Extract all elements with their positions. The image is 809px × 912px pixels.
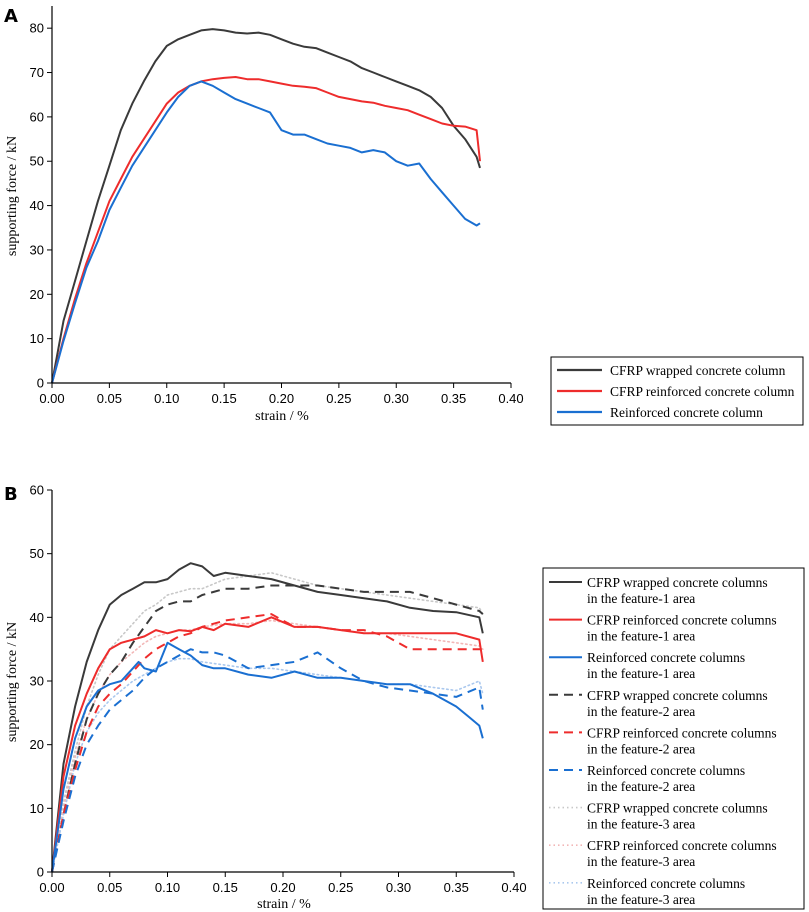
legend-a-label-reinforced: Reinforced concrete column	[610, 405, 763, 420]
legend-b-label-line2: in the feature-1 area	[587, 666, 695, 681]
x-tick-label: 0.00	[39, 391, 64, 406]
y-tick-label: 40	[30, 198, 44, 213]
y-tick-label: 0	[37, 376, 44, 391]
panel-a-label: A	[4, 6, 18, 27]
legend-b-label-line1: Reinforced concrete columns	[587, 650, 745, 665]
legend-a-label-cfrp-reinforced: CFRP reinforced concrete column	[610, 384, 795, 399]
y-tick-label: 70	[30, 65, 44, 80]
legend-b-label-line1: CFRP reinforced concrete columns	[587, 838, 777, 853]
panel-a-plot-area	[51, 28, 481, 384]
y-tick-label: 0	[37, 865, 44, 880]
x-tick-label: 0.20	[269, 391, 294, 406]
x-tick-label: 0.40	[501, 880, 526, 895]
series-line-3	[51, 641, 484, 873]
panel-b-label: B	[4, 484, 18, 505]
series-line-4	[51, 584, 484, 873]
y-tick-label: 60	[30, 483, 44, 498]
x-tick-label: 0.10	[155, 880, 180, 895]
series-line-5	[51, 613, 483, 873]
panel-b-legend-box	[542, 567, 805, 910]
series-line-7	[51, 571, 484, 873]
y-tick-label: 30	[30, 674, 44, 689]
y-tick-label: 10	[30, 331, 44, 346]
legend-b-label-line1: CFRP wrapped concrete columns	[587, 575, 768, 590]
legend-b-label-line1: Reinforced concrete columns	[587, 763, 745, 778]
series-line-2	[51, 616, 484, 873]
panel-b-y-axis-label: supporting force / kN	[5, 622, 20, 742]
y-tick-label: 20	[30, 287, 44, 302]
series-line-1	[51, 28, 481, 384]
legend-b-label-line2: in the feature-2 area	[587, 704, 695, 719]
x-tick-label: 0.25	[328, 880, 353, 895]
x-tick-label: 0.10	[154, 391, 179, 406]
x-tick-label: 0.30	[386, 880, 411, 895]
legend-b-label-line2: in the feature-3 area	[587, 817, 695, 832]
x-tick-label: 0.15	[213, 880, 238, 895]
x-tick-label: 0.25	[326, 391, 351, 406]
panel-b: B 0.00 0.05 0.10 0.15 0.20 0.25 0.30 0.35 0.40 0…	[4, 483, 805, 912]
x-tick-label: 0.40	[498, 391, 523, 406]
y-tick-label: 10	[30, 801, 44, 816]
legend-b-label-line1: CFRP wrapped concrete columns	[587, 688, 768, 703]
legend-b-label-line2: in the feature-2 area	[587, 779, 695, 794]
legend-b-label-line2: in the feature-3 area	[587, 892, 695, 907]
panel-a-x-ticks: 0.00 0.05 0.10 0.15 0.20 0.25 0.30 0.35 0.40	[39, 383, 524, 406]
y-tick-label: 50	[30, 546, 44, 561]
panel-b-plot-area	[51, 562, 484, 873]
y-tick-label: 80	[30, 21, 44, 36]
y-tick-label: 50	[30, 154, 44, 169]
y-tick-label: 30	[30, 242, 44, 257]
legend-b-label-line2: in the feature-3 area	[587, 854, 695, 869]
panel-a-legend: CFRP wrapped concrete column CFRP reinfo…	[550, 356, 804, 426]
legend-b-label-line1: CFRP reinforced concrete columns	[587, 613, 777, 628]
legend-b-label-line1: CFRP wrapped concrete columns	[587, 801, 768, 816]
legend-b-label-line1: Reinforced concrete columns	[587, 876, 745, 891]
legend-a-label-wrapped: CFRP wrapped concrete column	[610, 363, 786, 378]
panel-b-y-ticks: 0 10 20 30 40 50 60	[30, 483, 52, 880]
panel-a-x-axis-label: strain / %	[255, 409, 309, 424]
x-tick-label: 0.35	[441, 391, 466, 406]
x-tick-label: 0.20	[270, 880, 295, 895]
series-line-3	[51, 80, 481, 384]
x-tick-label: 0.00	[39, 880, 64, 895]
series-line-2	[51, 76, 481, 384]
x-tick-label: 0.05	[97, 880, 122, 895]
panel-b-x-ticks: 0.00 0.05 0.10 0.15 0.20 0.25 0.30 0.35 0.40	[39, 872, 527, 895]
x-tick-label: 0.30	[384, 391, 409, 406]
x-tick-label: 0.05	[97, 391, 122, 406]
series-line-1	[51, 562, 484, 873]
y-tick-label: 40	[30, 610, 44, 625]
series-line-9	[51, 657, 484, 873]
panel-a: A 0.00 0.05 0.10 0.15 0.20 0.25 0.30 0.35 0.40 0…	[4, 6, 804, 426]
legend-b-label-line2: in the feature-1 area	[587, 629, 695, 644]
y-tick-label: 60	[30, 109, 44, 124]
legend-b-label-line1: CFRP reinforced concrete columns	[587, 725, 777, 740]
legend-b-label-line2: in the feature-1 area	[587, 591, 695, 606]
series-line-8	[51, 619, 484, 873]
panel-b-x-axis-label: strain / %	[257, 897, 311, 912]
y-tick-label: 20	[30, 737, 44, 752]
x-tick-label: 0.35	[444, 880, 469, 895]
x-tick-label: 0.15	[211, 391, 236, 406]
panel-a-y-ticks: 0 10 20 30 40 50 60 70 80	[30, 21, 52, 391]
series-line-6	[51, 648, 484, 873]
panel-a-y-axis-label: supporting force / kN	[5, 136, 20, 256]
legend-b-label-line2: in the feature-2 area	[587, 741, 695, 756]
